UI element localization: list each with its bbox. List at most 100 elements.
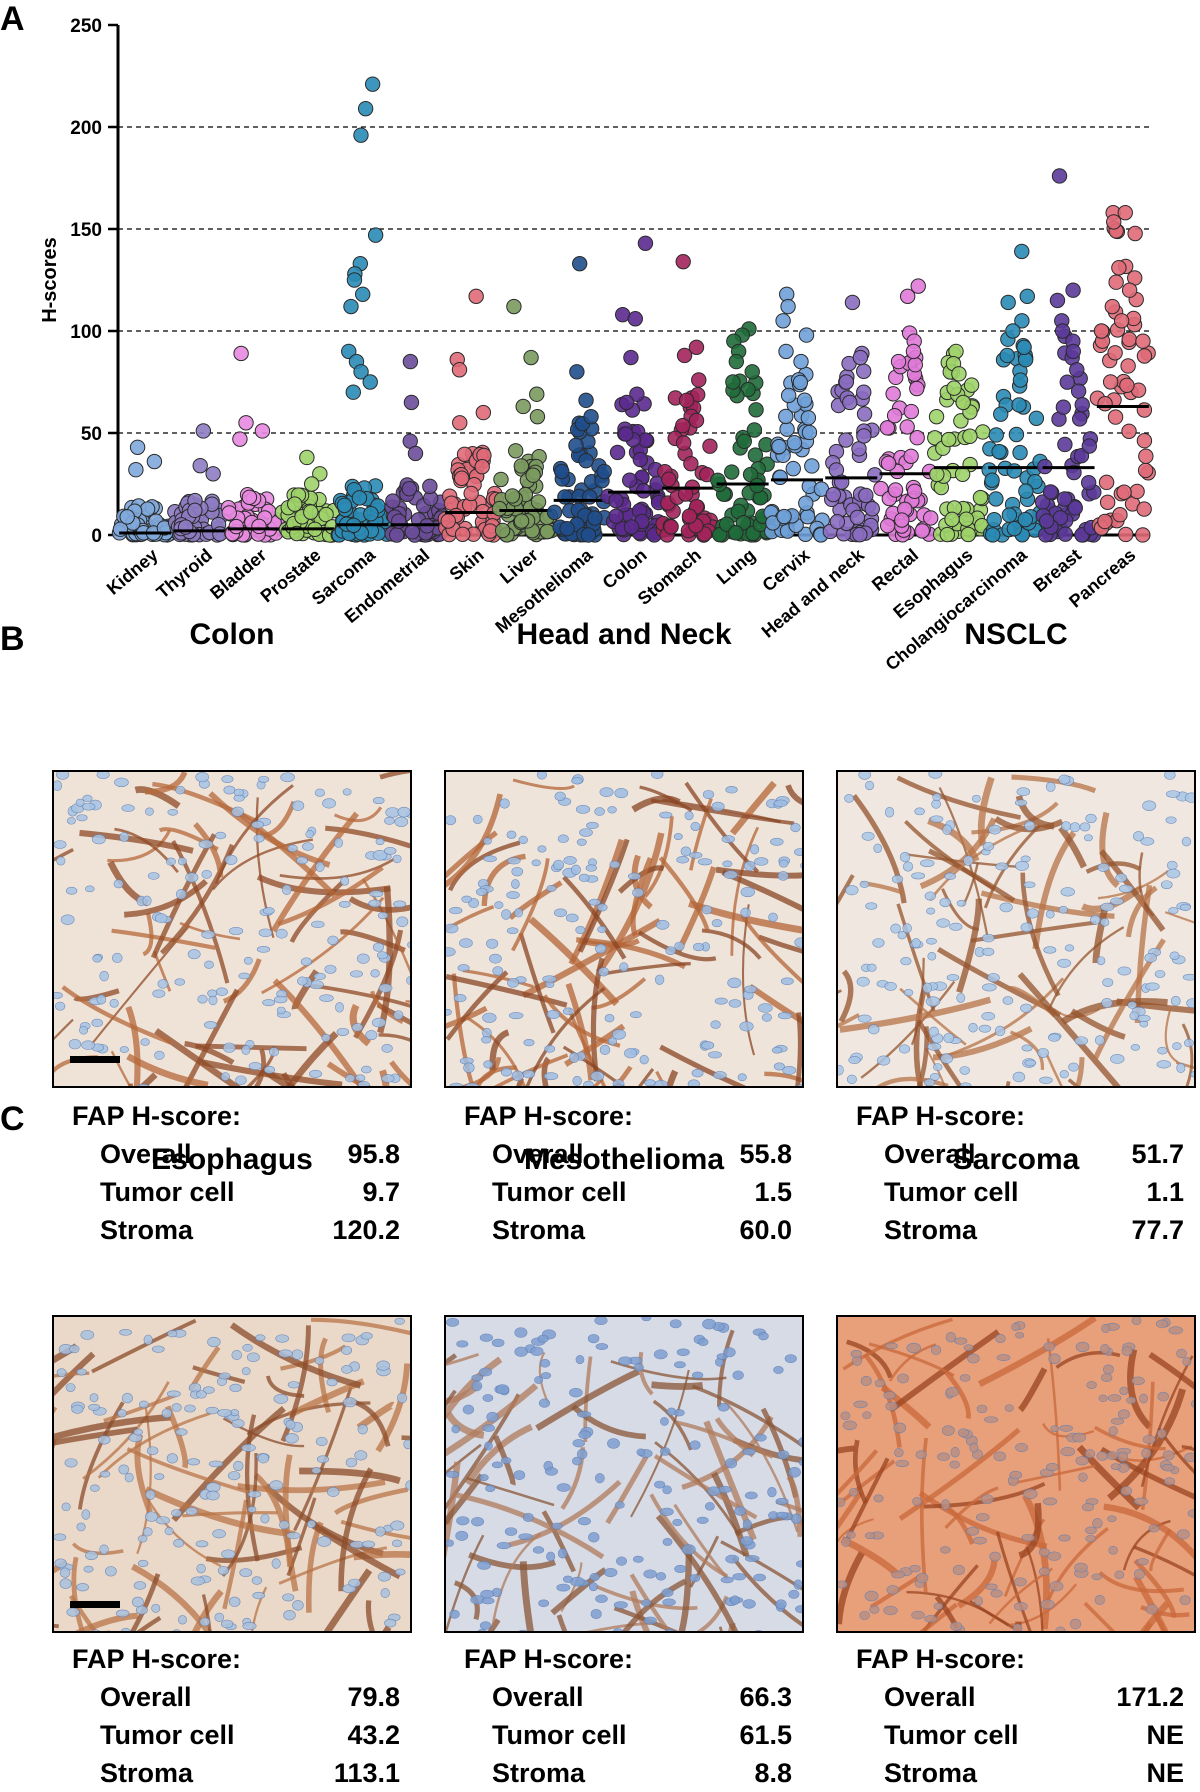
data-point	[856, 406, 873, 422]
overall-row: Overall 95.8	[72, 1135, 400, 1173]
y-tick-label: 100	[70, 322, 102, 343]
score-label: Tumor cell	[884, 1177, 1019, 1207]
micrograph-image	[444, 1315, 804, 1633]
data-point	[785, 460, 801, 477]
data-point	[724, 464, 740, 480]
score-label: Tumor cell	[492, 1720, 627, 1750]
score-label: Tumor cell	[884, 1720, 1019, 1750]
data-point	[796, 392, 813, 408]
data-point	[661, 471, 677, 487]
data-point	[389, 527, 405, 543]
data-point	[688, 412, 705, 429]
data-point	[852, 526, 868, 543]
data-point	[1028, 410, 1045, 426]
data-point	[232, 431, 248, 447]
data-point	[581, 489, 598, 505]
data-point	[842, 394, 858, 411]
data-point	[728, 525, 744, 541]
data-point	[688, 339, 705, 356]
data-point	[128, 462, 144, 478]
data-point	[351, 490, 368, 506]
data-point	[1119, 377, 1135, 393]
score-value: 113.1	[333, 1758, 400, 1788]
data-point	[299, 449, 315, 466]
data-point	[909, 380, 925, 397]
y-axis-label: H-scores	[39, 237, 61, 323]
data-point	[1014, 243, 1030, 260]
data-point	[1113, 313, 1130, 329]
fap-score-block: FAP H-score: Overall 51.7 Tumor cell 1.1 Stro…	[856, 1097, 1184, 1249]
data-point	[1127, 225, 1143, 242]
data-point	[539, 523, 555, 540]
y-tick-label: 0	[91, 526, 102, 547]
data-point	[1097, 395, 1113, 412]
data-point	[985, 527, 1001, 543]
score-value: 120.2	[332, 1215, 400, 1245]
data-point	[923, 510, 939, 526]
score-label: Tumor cell	[492, 1177, 627, 1207]
data-point	[440, 513, 456, 529]
data-point	[1016, 339, 1032, 356]
fap-score-block: FAP H-score: Overall 79.8 Tumor cell 43.2 Str…	[72, 1640, 400, 1792]
data-point	[958, 511, 974, 527]
data-point	[629, 386, 645, 402]
overall-row: Overall 55.8	[464, 1135, 792, 1173]
data-point	[1018, 483, 1034, 499]
data-point	[1019, 288, 1035, 305]
data-point	[508, 443, 524, 459]
stroma-row: Stroma 77.7	[856, 1211, 1184, 1249]
score-value: 9.7	[362, 1177, 400, 1207]
score-value: 51.7	[1131, 1139, 1184, 1169]
scale-bar	[70, 1601, 120, 1608]
image-title: Colon	[189, 618, 275, 651]
data-point	[825, 486, 842, 503]
micrograph-image	[836, 1315, 1196, 1633]
scale-bar	[70, 1056, 120, 1063]
data-point	[367, 227, 384, 243]
data-point	[238, 415, 254, 431]
score-label: Overall	[100, 1139, 192, 1169]
data-point	[557, 489, 573, 505]
data-point	[1106, 214, 1122, 230]
data-point	[571, 255, 588, 272]
y-tick-label: 250	[70, 16, 102, 37]
data-point	[491, 500, 508, 517]
data-point	[1056, 491, 1073, 507]
data-point	[568, 437, 584, 454]
micrograph-image	[836, 770, 1196, 1088]
data-point	[129, 439, 146, 455]
data-point	[559, 520, 575, 537]
overall-row: Overall 66.3	[464, 1678, 792, 1716]
data-point	[618, 394, 635, 411]
data-point	[403, 394, 420, 411]
data-point	[618, 426, 634, 442]
data-point	[1138, 448, 1154, 464]
data-point	[899, 419, 915, 435]
score-heading: FAP H-score:	[72, 1644, 242, 1674]
score-label: Overall	[100, 1682, 192, 1712]
data-point	[776, 508, 792, 525]
data-point	[939, 526, 956, 543]
data-point	[523, 349, 539, 366]
data-point	[728, 353, 745, 370]
data-point	[336, 497, 353, 514]
data-point	[1055, 399, 1072, 415]
data-point	[800, 410, 817, 426]
data-point	[1065, 343, 1081, 360]
data-point	[119, 509, 135, 525]
score-heading: FAP H-score:	[856, 1644, 1026, 1674]
data-point	[914, 523, 930, 539]
data-point	[1135, 333, 1151, 349]
data-point	[1136, 402, 1153, 418]
data-point	[287, 496, 303, 512]
data-point	[1006, 463, 1022, 479]
score-value: 79.8	[347, 1682, 400, 1712]
data-point	[725, 374, 741, 390]
data-point	[385, 493, 401, 509]
data-point	[554, 463, 570, 480]
data-point	[988, 427, 1004, 443]
data-point	[494, 522, 511, 539]
data-point	[1129, 483, 1145, 500]
data-point	[254, 423, 271, 439]
data-point	[318, 506, 334, 523]
